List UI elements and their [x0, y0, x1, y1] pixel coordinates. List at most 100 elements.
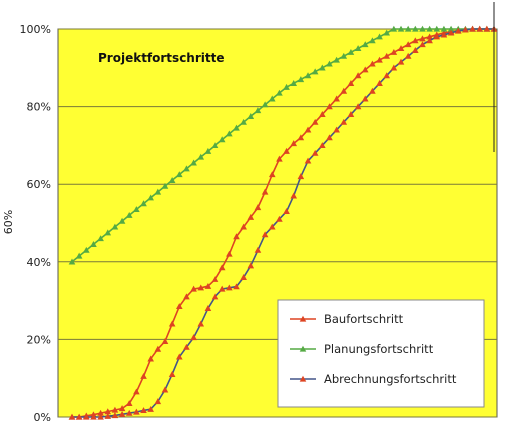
- data-point: [476, 25, 483, 32]
- data-point: [276, 89, 283, 96]
- data-point: [161, 386, 169, 393]
- data-point: [404, 25, 412, 32]
- legend-item: Abrechnungsfortschritt: [290, 372, 457, 386]
- data-point: [311, 149, 319, 156]
- data-point: [447, 25, 455, 32]
- data-point: [226, 130, 233, 137]
- data-point: [211, 275, 219, 282]
- data-point: [133, 388, 140, 395]
- data-point: [283, 208, 290, 214]
- data-point: [97, 409, 104, 416]
- data-point: [90, 241, 97, 247]
- y-tick-label: 60%: [27, 178, 51, 191]
- data-point: [297, 173, 305, 180]
- data-point: [104, 229, 112, 236]
- data-point: [261, 101, 269, 108]
- legend-label: Abrechnungsfortschritt: [324, 372, 457, 386]
- data-point: [68, 258, 76, 265]
- data-point: [125, 409, 133, 416]
- data-point: [297, 134, 305, 141]
- data-point: [369, 87, 376, 94]
- data-point: [361, 66, 369, 73]
- chart-title: Projektfortschritte: [98, 51, 225, 65]
- data-point: [326, 103, 333, 110]
- data-point: [283, 147, 290, 154]
- data-point: [183, 343, 190, 350]
- data-point: [340, 52, 348, 59]
- data-point: [118, 410, 126, 417]
- data-point: [168, 371, 176, 377]
- data-point: [226, 250, 233, 257]
- data-point: [97, 413, 104, 420]
- data-point: [161, 182, 169, 189]
- data-point: [147, 194, 154, 201]
- y-tick-label: 20%: [27, 333, 51, 346]
- data-point: [83, 246, 90, 253]
- data-point: [268, 171, 276, 178]
- data-point: [369, 37, 376, 44]
- data-point: [347, 80, 355, 86]
- data-point: [111, 406, 119, 413]
- data-point: [412, 25, 419, 32]
- data-point: [426, 33, 433, 40]
- data-point: [462, 26, 469, 33]
- data-point: [83, 413, 90, 420]
- data-point: [412, 37, 419, 44]
- data-point: [147, 355, 154, 362]
- data-point: [290, 80, 298, 86]
- data-point: [240, 118, 247, 125]
- data-point: [204, 147, 212, 154]
- data-point: [283, 83, 290, 90]
- data-point: [240, 223, 247, 230]
- data-point: [433, 25, 441, 32]
- legend: Baufortschritt Planungsfortschritt Abrechn…: [277, 299, 485, 408]
- data-point: [447, 29, 455, 36]
- data-point: [354, 103, 362, 110]
- data-point: [125, 400, 133, 407]
- data-point: [354, 45, 362, 52]
- y-tick-label: 80%: [27, 101, 51, 114]
- data-point: [197, 284, 205, 291]
- legend-label: Baufortschritt: [324, 312, 404, 326]
- legend-swatch-marker: [299, 345, 307, 352]
- data-point: [247, 113, 255, 119]
- data-point: [240, 274, 247, 280]
- data-point: [168, 177, 176, 183]
- data-point: [175, 303, 183, 310]
- data-point: [297, 76, 305, 83]
- legend-label: Planungsfortschritt: [324, 342, 434, 356]
- data-point: [111, 412, 119, 419]
- data-point: [175, 171, 183, 178]
- data-point: [333, 56, 340, 63]
- data-point: [290, 140, 298, 147]
- data-point: [68, 413, 76, 420]
- data-point: [175, 353, 183, 360]
- data-point: [154, 188, 162, 195]
- data-point: [340, 118, 348, 125]
- data-point: [326, 60, 333, 67]
- y-tick-label: 100%: [20, 23, 51, 36]
- data-point: [304, 72, 312, 79]
- data-point: [304, 126, 312, 133]
- data-point: [469, 25, 476, 32]
- y-tick-label: 40%: [27, 256, 51, 269]
- data-point: [340, 87, 348, 94]
- data-point: [154, 345, 162, 352]
- data-point: [376, 56, 383, 63]
- data-point: [361, 41, 369, 48]
- data-point: [204, 305, 212, 311]
- data-point: [261, 188, 269, 195]
- data-point: [218, 285, 226, 292]
- data-point: [233, 124, 240, 131]
- data-point: [254, 107, 262, 114]
- data-point: [319, 142, 326, 149]
- series-layer: [68, 25, 498, 420]
- data-point: [268, 95, 276, 102]
- data-point: [211, 293, 219, 300]
- data-point: [419, 25, 426, 32]
- data-point: [118, 217, 126, 224]
- data-point: [419, 41, 426, 48]
- series-planungsfortschritt: [68, 25, 498, 265]
- data-point: [233, 283, 240, 290]
